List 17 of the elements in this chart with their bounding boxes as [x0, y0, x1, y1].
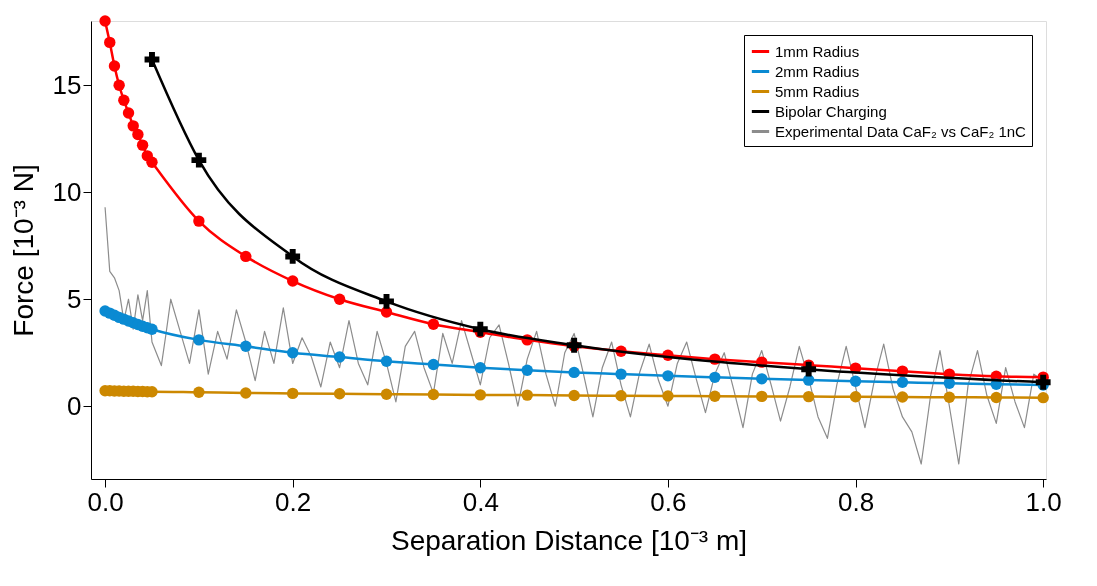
legend-label: 2mm Radius — [775, 62, 860, 80]
x-tick-label: 0.2 — [275, 486, 312, 517]
x-tick-label: 1.0 — [1025, 486, 1062, 517]
y-tick-label: 10 — [52, 176, 82, 207]
x-tick-label: 0.0 — [87, 486, 124, 517]
x-tick-label: 0.6 — [650, 486, 687, 517]
y-tick-label: 5 — [67, 283, 82, 314]
legend-label: Experimental Data CaF₂ vs CaF₂ 1nC — [775, 122, 1027, 140]
legend-label: Bipolar Charging — [775, 102, 887, 120]
legend-label: 1mm Radius — [775, 42, 860, 60]
x-tick-label: 0.8 — [837, 486, 875, 517]
x-tick-label: 0.4 — [462, 486, 499, 517]
legend-label: 5mm Radius — [775, 82, 860, 100]
y-tick-label: 0 — [67, 390, 82, 421]
y-tick-label: 15 — [52, 69, 82, 100]
x-axis-title: Separation Distance [10⁻³ m] — [390, 524, 748, 556]
y-axis-title: Force [10⁻³ N] — [7, 164, 39, 337]
